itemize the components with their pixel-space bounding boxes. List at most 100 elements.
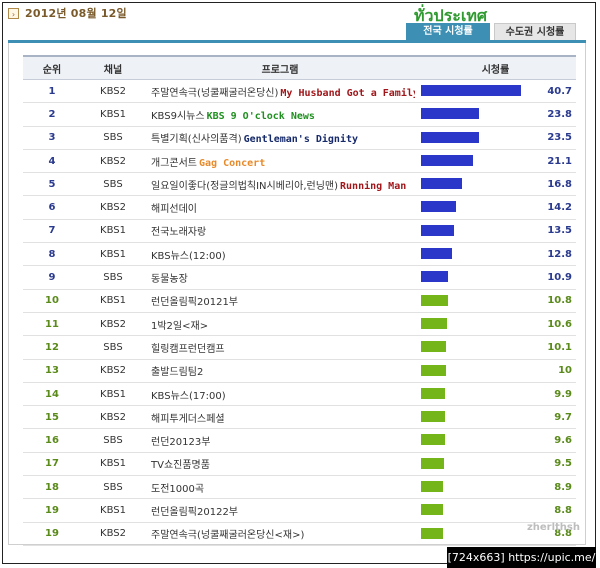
row-program: 힐링캠프런던캠프 [145, 340, 415, 355]
program-title: 런던20123부 [151, 437, 211, 449]
row-rating-bar-cell [415, 266, 542, 288]
arrow-icon[interactable]: › [8, 7, 19, 19]
program-title: 일요일이좋다(정글의법칙IN시베리아,런닝맨) [151, 180, 339, 192]
table-header: 순위 채널 프로그램 시청률 [23, 55, 576, 80]
ratings-table: 순위 채널 프로그램 시청률 1 KBS2 주말연속극(넝쿨째굴러온당신) My Hu… [23, 55, 576, 546]
rating-bar [421, 154, 473, 166]
rating-bar [421, 224, 454, 236]
row-program: 일요일이좋다(정글의법칙IN시베리아,런닝맨) Running Man [145, 177, 415, 192]
rating-bar [421, 317, 447, 329]
row-program: 동물농장 [145, 270, 415, 285]
rating-bar [421, 341, 446, 353]
row-rating-bar-cell [415, 127, 542, 149]
row-rank: 13 [45, 365, 59, 377]
rating-bar [421, 481, 443, 493]
program-title: 런던올림픽20122부 [151, 506, 239, 518]
rating-bar [421, 434, 445, 446]
row-rank: 9 [48, 272, 56, 284]
program-title: KBS뉴스(17:00) [151, 390, 226, 402]
header-rank: 순위 [42, 64, 62, 76]
row-rating-value: 9.9 [554, 388, 572, 400]
row-rating-value: 21.1 [547, 155, 572, 167]
program-title: 해피투게더스페셜 [151, 413, 225, 425]
row-program: 런던20123부 [145, 433, 415, 448]
table-row: 18 SBS 도전1000곡 8.9 [23, 476, 576, 500]
row-rating-bar-cell [415, 383, 542, 405]
credit-watermark: zherlthsh [526, 522, 580, 533]
row-channel: KBS1 [100, 504, 126, 516]
row-program: 출발드림팀2 [145, 363, 415, 378]
row-rating-bar-cell [415, 103, 542, 125]
row-rating-bar-cell [415, 150, 542, 172]
program-english-title: KBS 9 O'clock News [206, 110, 315, 122]
row-channel: KBS1 [100, 458, 126, 470]
program-title: 개그콘서트 [151, 157, 197, 169]
row-rating-bar-cell [415, 476, 542, 498]
row-rating-bar-cell [415, 453, 542, 475]
row-rating-value: 8.8 [554, 528, 572, 540]
table-row: 19 KBS2 주말연속극(넝쿨째굴러온당신<재>) 8.8 [23, 523, 576, 546]
row-program: TV쇼진품명품 [145, 456, 415, 471]
row-channel: KBS2 [100, 155, 126, 167]
ratings-panel [8, 40, 586, 545]
row-rating-value: 23.5 [547, 132, 572, 144]
table-row: 1 KBS2 주말연속극(넝쿨째굴러온당신) My Husband Got a Fam… [23, 80, 576, 104]
row-rank: 11 [45, 318, 59, 330]
row-rank: 19 [45, 504, 59, 516]
row-program: 전국노래자랑 [145, 223, 415, 238]
table-row: 3 SBS 특별기획(신사의품격) Gentleman's Dignity 23.5 [23, 127, 576, 150]
row-rating-value: 10.1 [547, 341, 572, 353]
overlay-title: ทั่วประเทศ [414, 6, 488, 25]
rating-bar [421, 131, 479, 143]
image-host-footer: [724x663] https://upic.me/ [447, 547, 596, 568]
table-row: 13 KBS2 출발드림팀2 10 [23, 360, 576, 383]
row-channel: SBS [103, 341, 123, 353]
image-border [2, 2, 596, 564]
program-title: KBS9시뉴스 [151, 110, 205, 122]
row-rating-bar-cell [415, 499, 542, 521]
rating-bar [421, 457, 444, 469]
rating-bar [421, 271, 448, 283]
row-rating-bar-cell [415, 290, 542, 312]
row-rating-bar-cell [415, 360, 542, 382]
row-rank: 16 [45, 435, 59, 447]
row-rating-bar-cell [415, 243, 542, 265]
program-title: TV쇼진품명품 [151, 460, 210, 472]
tab-capital-ratings[interactable]: 수도권 시청률 [494, 23, 576, 41]
row-channel: SBS [103, 272, 123, 284]
row-program: 런던올림픽20121부 [145, 293, 415, 308]
row-rating-value: 13.5 [547, 225, 572, 237]
table-row: 6 KBS2 해피선데이 14.2 [23, 196, 576, 220]
table-row: 9 SBS 동물농장 10.9 [23, 266, 576, 290]
row-rank: 4 [48, 155, 56, 167]
row-program: 해피투게더스페셜 [145, 410, 415, 425]
row-rating-bar-cell [415, 220, 542, 242]
row-channel: KBS2 [100, 528, 126, 540]
table-row: 19 KBS1 런던올림픽20122부 8.8 [23, 499, 576, 523]
row-channel: SBS [103, 178, 123, 190]
program-title: 출발드림팀2 [151, 367, 204, 379]
program-title: 힐링캠프런던캠프 [151, 343, 225, 355]
rating-bar [421, 178, 462, 190]
header-program: 프로그램 [261, 64, 299, 76]
rating-bar [421, 387, 445, 399]
row-channel: SBS [103, 132, 123, 144]
row-rank: 17 [45, 458, 59, 470]
row-channel: KBS2 [100, 318, 126, 330]
row-program: 런던올림픽20122부 [145, 503, 415, 518]
row-channel: SBS [103, 435, 123, 447]
row-program: 특별기획(신사의품격) Gentleman's Dignity [145, 130, 415, 145]
program-title: 1박2일<재> [151, 320, 209, 332]
tab-national-ratings[interactable]: 전국 시청률 [406, 23, 490, 41]
row-rank: 10 [45, 295, 59, 307]
row-rank: 2 [48, 108, 56, 120]
row-rank: 5 [48, 178, 56, 190]
row-rank: 8 [48, 248, 56, 260]
program-title: 특별기획(신사의품격) [151, 134, 242, 146]
row-program: 주말연속극(넝쿨째굴러온당신) My Husband Got a Family [145, 84, 415, 99]
row-rating-bar-cell [415, 196, 542, 218]
row-rank: 18 [45, 481, 59, 493]
row-channel: KBS1 [100, 225, 126, 237]
table-row: 5 SBS 일요일이좋다(정글의법칙IN시베리아,런닝맨) Running Man 16… [23, 173, 576, 197]
row-rank: 12 [45, 341, 59, 353]
